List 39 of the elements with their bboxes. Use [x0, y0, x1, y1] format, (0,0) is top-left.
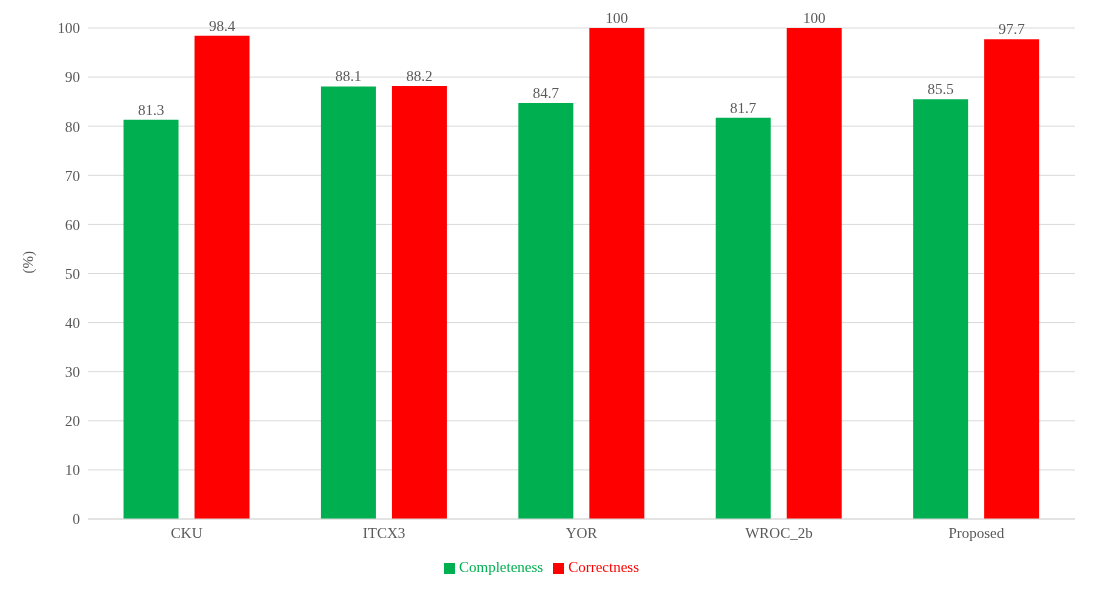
x-tick-label: ITCX3	[362, 524, 406, 541]
y-tick-label: 100	[57, 20, 80, 37]
y-tick-label: 30	[65, 364, 80, 381]
y-tick-label: 0	[72, 511, 80, 528]
data-label: 88.1	[335, 68, 362, 85]
data-label: 100	[605, 10, 629, 26]
bar	[194, 35, 250, 519]
bar	[984, 39, 1040, 519]
bar	[391, 85, 447, 519]
bar	[913, 99, 969, 519]
x-tick-label: WROC_2b	[745, 524, 813, 541]
bar	[518, 103, 574, 519]
bar	[589, 28, 645, 519]
legend-label: Correctness	[568, 559, 639, 575]
data-label: 81.7	[730, 99, 757, 116]
y-tick-label: 90	[65, 69, 80, 86]
x-tick-label: YOR	[565, 524, 598, 541]
y-tick-label: 70	[65, 167, 80, 184]
y-tick-label: 60	[65, 216, 80, 233]
bar	[123, 119, 179, 519]
bar	[786, 28, 842, 519]
bar	[715, 117, 771, 519]
y-tick-label: 20	[65, 413, 80, 430]
y-tick-label: 10	[65, 462, 80, 479]
legend-label: Completeness	[459, 559, 544, 575]
y-tick-label: 40	[65, 314, 80, 331]
y-axis-title: (%)	[20, 251, 38, 274]
data-label: 98.4	[208, 17, 236, 34]
x-tick-label: Proposed	[948, 524, 1005, 541]
data-label: 85.5	[927, 81, 954, 98]
data-label: 97.7	[998, 21, 1026, 38]
data-label: 100	[802, 10, 826, 26]
data-label: 88.2	[406, 67, 433, 84]
bar	[320, 86, 376, 519]
y-tick-label: 50	[65, 265, 80, 282]
y-tick-label: 80	[65, 118, 80, 135]
data-label: 81.3	[137, 101, 165, 118]
x-tick-label: CKU	[170, 524, 203, 541]
data-label: 84.7	[532, 85, 560, 102]
